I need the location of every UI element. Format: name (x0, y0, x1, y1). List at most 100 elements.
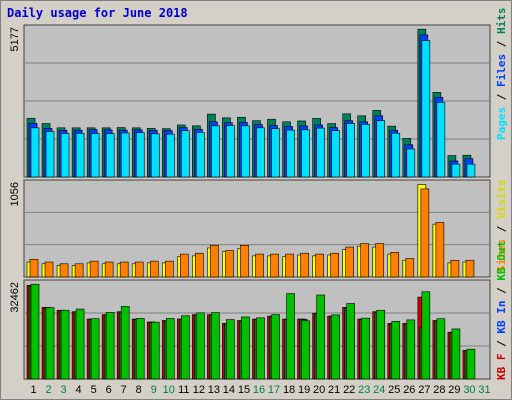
bar-sites-day-28 (435, 222, 445, 278)
bar-kb-out-day-28 (436, 318, 446, 380)
x-tick-label: 14 (223, 384, 235, 396)
bar-kb-out-day-14 (226, 319, 235, 380)
bar-sites-day-21 (330, 252, 339, 278)
bar-sites-day-16 (255, 253, 264, 278)
bar-kb-out-day-24 (376, 309, 386, 380)
bar-pages-day-19 (301, 129, 310, 178)
bar-sites-day-30 (465, 259, 475, 278)
x-tick-label: 25 (388, 384, 400, 396)
y-max-label-3: 32462 (9, 282, 21, 313)
bar-sites-day-26 (405, 258, 415, 278)
legend-sep-2: / (495, 34, 508, 47)
bar-pages-day-5 (90, 133, 100, 178)
chart-title: Daily usage for June 2018 (7, 6, 188, 20)
bar-pages-day-2 (45, 131, 55, 178)
x-tick-label: 4 (76, 384, 82, 396)
y-max-label-2: 1056 (9, 182, 21, 206)
bar-kb-out-day-25 (391, 321, 401, 380)
bar-kb-out-day-27 (421, 291, 431, 380)
bar-sites-day-27 (420, 188, 430, 278)
bar-sites-day-3 (59, 263, 69, 278)
x-tick-label: 16 (253, 384, 265, 396)
x-tick-label: 26 (403, 384, 415, 396)
legend-files: Files (495, 54, 508, 87)
legend-sep-5: / (495, 281, 508, 294)
bar-pages-day-6 (105, 133, 115, 178)
legend-panel3: KB F / KB In / KB Out (495, 241, 508, 380)
bar-kb-out-day-19 (301, 320, 310, 380)
bar-pages-day-26 (406, 148, 416, 178)
bar-kb-out-day-29 (451, 328, 461, 380)
x-tick-label: 8 (136, 384, 142, 396)
bar-pages-day-28 (436, 102, 446, 178)
bar-sites-day-5 (89, 260, 99, 278)
x-tick-label: 19 (298, 384, 310, 396)
x-tick-label: 17 (268, 384, 280, 396)
x-tick-label: 9 (151, 384, 157, 396)
bar-pages-day-12 (196, 132, 205, 178)
bar-kb-out-day-20 (316, 294, 325, 380)
bar-sites-day-17 (270, 253, 279, 278)
x-tick-label: 22 (343, 384, 355, 396)
bar-sites-day-7 (119, 261, 129, 278)
legend-sep-4: / (495, 334, 508, 347)
bar-sites-day-1 (29, 259, 39, 278)
bar-pages-day-13 (211, 125, 220, 178)
bar-sites-day-14 (225, 250, 234, 278)
bar-pages-day-4 (75, 132, 85, 178)
bar-pages-day-29 (451, 163, 461, 178)
bar-pages-day-8 (135, 132, 145, 178)
x-tick-label: 27 (418, 384, 430, 396)
x-tick-label: 23 (358, 384, 370, 396)
bar-sites-day-15 (240, 244, 249, 278)
bar-pages-day-30 (466, 163, 476, 178)
bar-pages-day-23 (361, 124, 371, 178)
bar-pages-day-3 (60, 133, 70, 178)
bar-pages-day-10 (165, 133, 175, 178)
x-tick-label: 10 (163, 384, 175, 396)
bar-sites-day-25 (390, 252, 400, 278)
bar-kb-out-day-8 (135, 318, 145, 380)
x-tick-label: 20 (313, 384, 325, 396)
bar-kb-out-day-11 (181, 315, 190, 380)
bar-sites-day-2 (44, 261, 54, 278)
bar-kb-out-day-6 (105, 311, 115, 380)
bar-kb-out-day-3 (60, 309, 70, 380)
legend-hits: Hits (495, 8, 508, 35)
bar-kb-out-day-23 (361, 317, 371, 380)
bar-sites-day-22 (345, 246, 354, 278)
bar-sites-day-18 (285, 253, 294, 278)
bar-kb-out-day-5 (90, 318, 100, 380)
legend-panel1: Pages / Files / Hits (495, 8, 508, 141)
x-tick-label: 13 (208, 384, 220, 396)
bar-pages-day-9 (150, 133, 160, 178)
legend-pages: Pages (495, 107, 508, 140)
bar-kb-out-day-4 (75, 308, 85, 380)
bar-sites-day-20 (315, 253, 324, 278)
bar-sites-day-8 (134, 261, 144, 278)
x-tick-label: 5 (91, 384, 97, 396)
x-tick-label: 6 (106, 384, 112, 396)
bar-pages-day-15 (241, 125, 250, 178)
bar-sites-day-19 (300, 252, 309, 278)
bar-kb-out-day-15 (241, 316, 250, 380)
bar-kb-out-day-13 (211, 312, 220, 380)
legend-kbf: KB F (495, 354, 508, 381)
x-tick-label: 7 (121, 384, 127, 396)
bar-kb-out-day-22 (346, 303, 355, 380)
bar-kb-out-day-18 (286, 293, 295, 380)
bar-pages-day-24 (376, 120, 386, 178)
bar-kb-out-day-12 (196, 312, 205, 380)
bar-kb-out-day-30 (466, 348, 476, 380)
bar-kb-out-day-26 (406, 319, 416, 380)
x-tick-label: 24 (373, 384, 385, 396)
bar-pages-day-14 (226, 125, 235, 178)
bar-sites-day-12 (195, 252, 204, 278)
bar-pages-day-22 (346, 123, 355, 178)
bar-kb-out-day-1 (30, 283, 40, 380)
x-tick-label: 1 (30, 384, 36, 396)
x-tick-label: 12 (193, 384, 205, 396)
legend-sep-3: / (495, 219, 508, 232)
x-tick-label: 29 (448, 384, 460, 396)
